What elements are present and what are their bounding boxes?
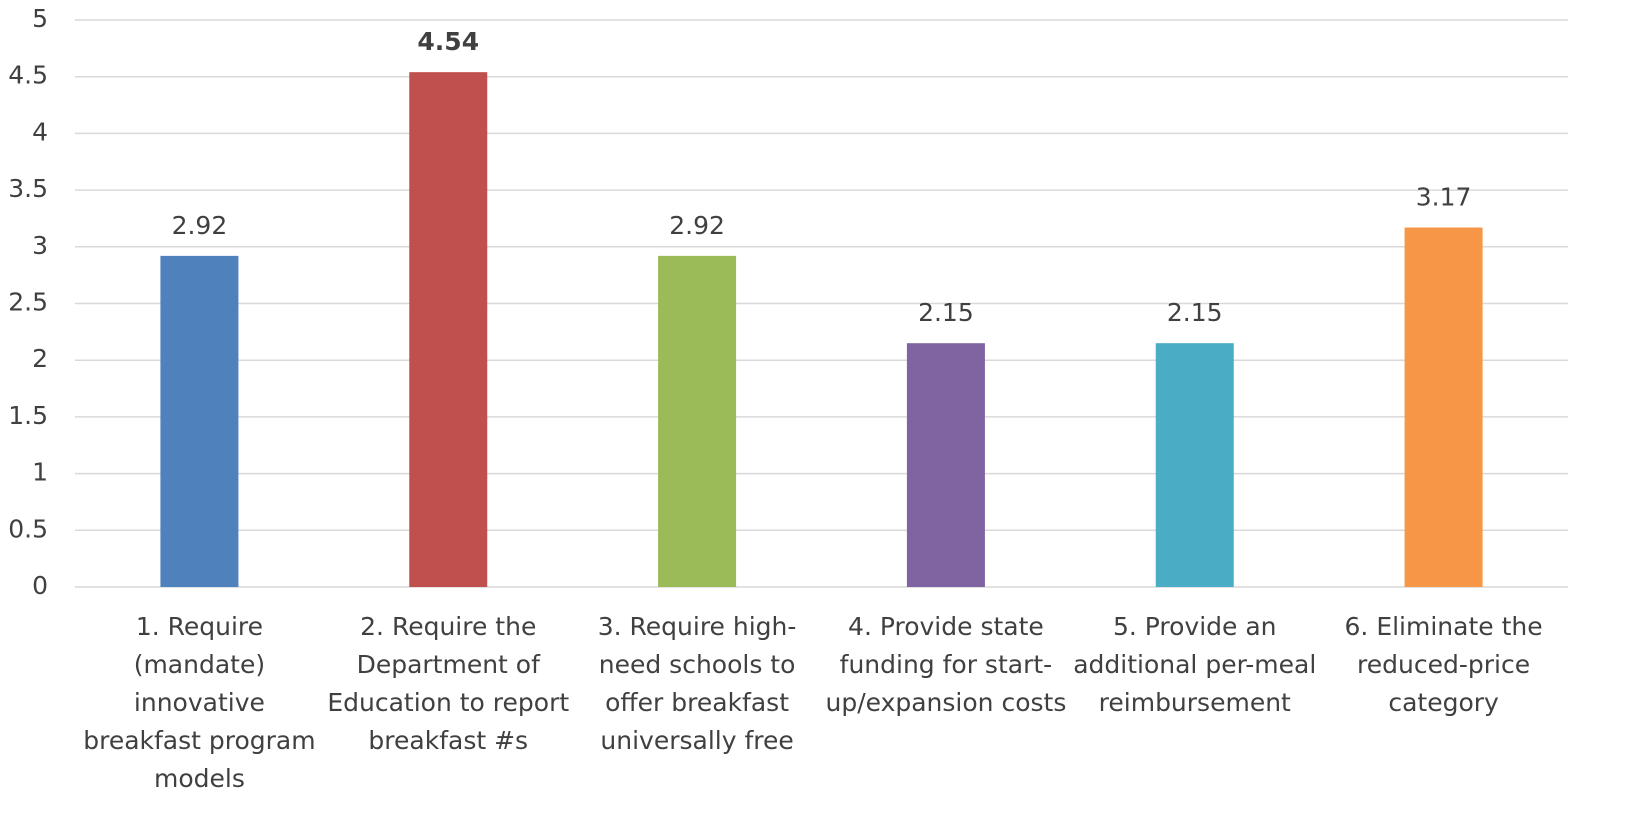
y-tick-label: 1.5 xyxy=(8,401,48,430)
x-tick-label: offer breakfast xyxy=(605,688,789,717)
x-tick-label: (mandate) xyxy=(134,650,265,679)
x-tick-label: Education to report xyxy=(327,688,569,717)
y-tick-label: 3 xyxy=(32,231,48,260)
y-tick-label: 5 xyxy=(32,4,48,33)
x-tick-label: 5. Provide an xyxy=(1113,612,1277,641)
value-label: 2.92 xyxy=(172,211,228,240)
x-tick-label: Department of xyxy=(357,650,542,679)
x-tick-label: breakfast program xyxy=(83,726,315,755)
y-tick-label: 2 xyxy=(32,344,48,373)
bar xyxy=(906,343,985,587)
x-tick-label: breakfast #s xyxy=(368,726,528,755)
x-tick-label: additional per-meal xyxy=(1073,650,1316,679)
bar xyxy=(1404,227,1483,587)
y-tick-label: 0 xyxy=(32,571,48,600)
x-tick-label: 6. Eliminate the xyxy=(1345,612,1543,641)
y-tick-label: 1 xyxy=(32,458,48,487)
x-tick-label: 4. Provide state xyxy=(848,612,1044,641)
y-tick-label: 4 xyxy=(32,117,48,146)
x-tick-label: up/expansion costs xyxy=(825,688,1066,717)
x-tick-label: models xyxy=(154,764,245,793)
bar xyxy=(409,72,488,587)
value-label: 2.92 xyxy=(669,211,725,240)
bar xyxy=(658,255,737,587)
y-tick-label: 4.5 xyxy=(8,61,48,90)
value-label: 2.15 xyxy=(918,298,974,327)
x-tick-label: innovative xyxy=(134,688,265,717)
value-label: 3.17 xyxy=(1416,183,1472,212)
x-tick-label: need schools to xyxy=(599,650,796,679)
y-tick-label: 3.5 xyxy=(8,174,48,203)
x-tick-label: 1. Require xyxy=(136,612,263,641)
x-tick-label: category xyxy=(1388,688,1499,717)
x-tick-label: reimbursement xyxy=(1099,688,1291,717)
x-tick-label: 2. Require the xyxy=(360,612,536,641)
y-tick-label: 2.5 xyxy=(8,288,48,317)
y-tick-label: 0.5 xyxy=(8,514,48,543)
value-label: 2.15 xyxy=(1167,298,1223,327)
bar xyxy=(160,255,239,587)
x-tick-label: funding for start- xyxy=(840,650,1053,679)
x-tick-label: reduced-price xyxy=(1357,650,1530,679)
x-tick-label: universally free xyxy=(600,726,793,755)
value-label: 4.54 xyxy=(417,27,479,56)
x-tick-label: 3. Require high- xyxy=(598,612,797,641)
bar xyxy=(1155,343,1234,587)
